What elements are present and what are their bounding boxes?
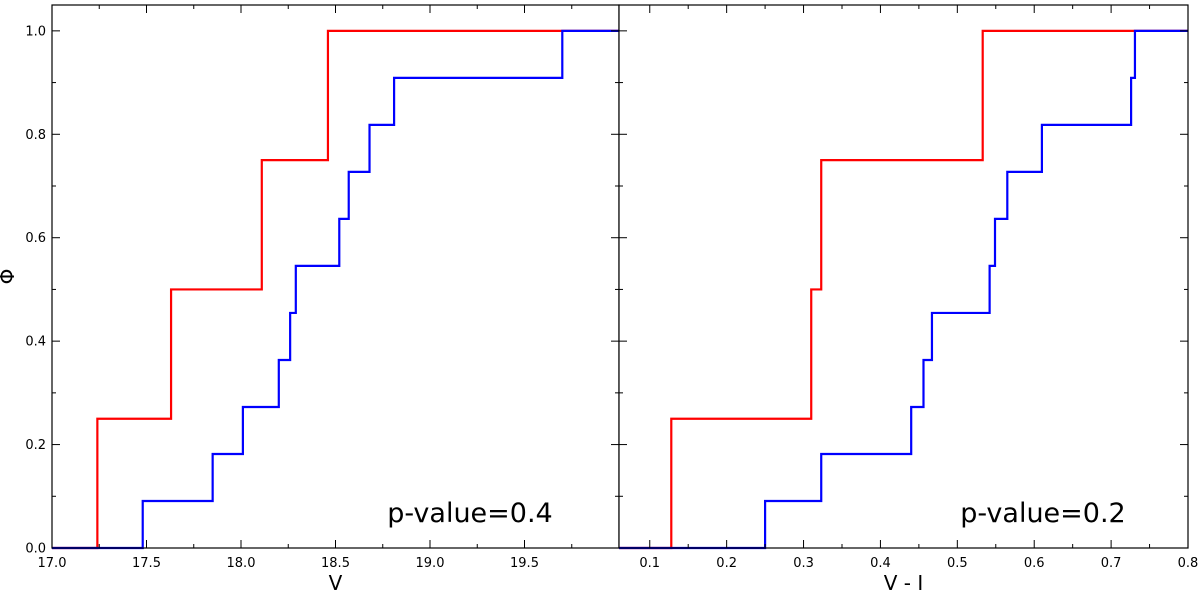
y-tick-label: 0.0 — [25, 542, 46, 557]
plot-area — [619, 5, 1188, 548]
ticks — [51, 5, 619, 549]
y-tick-label: 0.8 — [25, 128, 46, 143]
y-tick-label: 0.4 — [25, 335, 46, 350]
blue-cdf-line — [619, 29, 1188, 550]
panel-2: 0.1 0.2 0.3 0.4 0.5 0.6 0.7 0.8 V - I p-value=0.2 — [618, 4, 1199, 593]
x-tick-label: 0.7 — [1101, 556, 1122, 571]
x-tick-label: 0.4 — [870, 556, 891, 571]
x-tick-label: 18.0 — [227, 556, 256, 571]
x-tick-label: 19.0 — [416, 556, 445, 571]
x-tick-label: 0.5 — [947, 556, 968, 571]
x-tick-label: 0.8 — [1178, 556, 1199, 571]
red-cdf-line — [619, 29, 1188, 550]
y-tick-label: 0.6 — [25, 231, 46, 246]
x-tick-label: 0.3 — [793, 556, 814, 571]
panel-1: 17.0 17.5 18.0 18.5 19.0 19.5 0.0 0.2 0.4 0.6 0.8 1… — [0, 4, 620, 593]
p-value-annotation: p-value=0.2 — [960, 498, 1125, 529]
x-tick-label: 18.5 — [321, 556, 350, 571]
axes-frame — [618, 4, 1189, 549]
plot-area — [52, 5, 619, 548]
x-axis-label: V - I — [884, 571, 924, 593]
x-tick-label: 0.1 — [639, 556, 660, 571]
y-axis-label: Φ — [0, 269, 19, 285]
ticks — [619, 5, 1189, 549]
x-tick-label: 17.0 — [38, 556, 67, 571]
y-tick-label: 0.2 — [25, 438, 46, 453]
blue-cdf-line — [52, 29, 619, 550]
y-tick-label: 1.0 — [25, 24, 46, 39]
p-value-annotation: p-value=0.4 — [387, 498, 552, 529]
x-tick-label: 17.5 — [132, 556, 161, 571]
x-tick-label: 19.5 — [510, 556, 539, 571]
red-cdf-line — [52, 29, 619, 550]
x-tick-label: 0.2 — [716, 556, 737, 571]
x-axis-label: V — [329, 571, 343, 593]
x-tick-label: 0.6 — [1024, 556, 1045, 571]
